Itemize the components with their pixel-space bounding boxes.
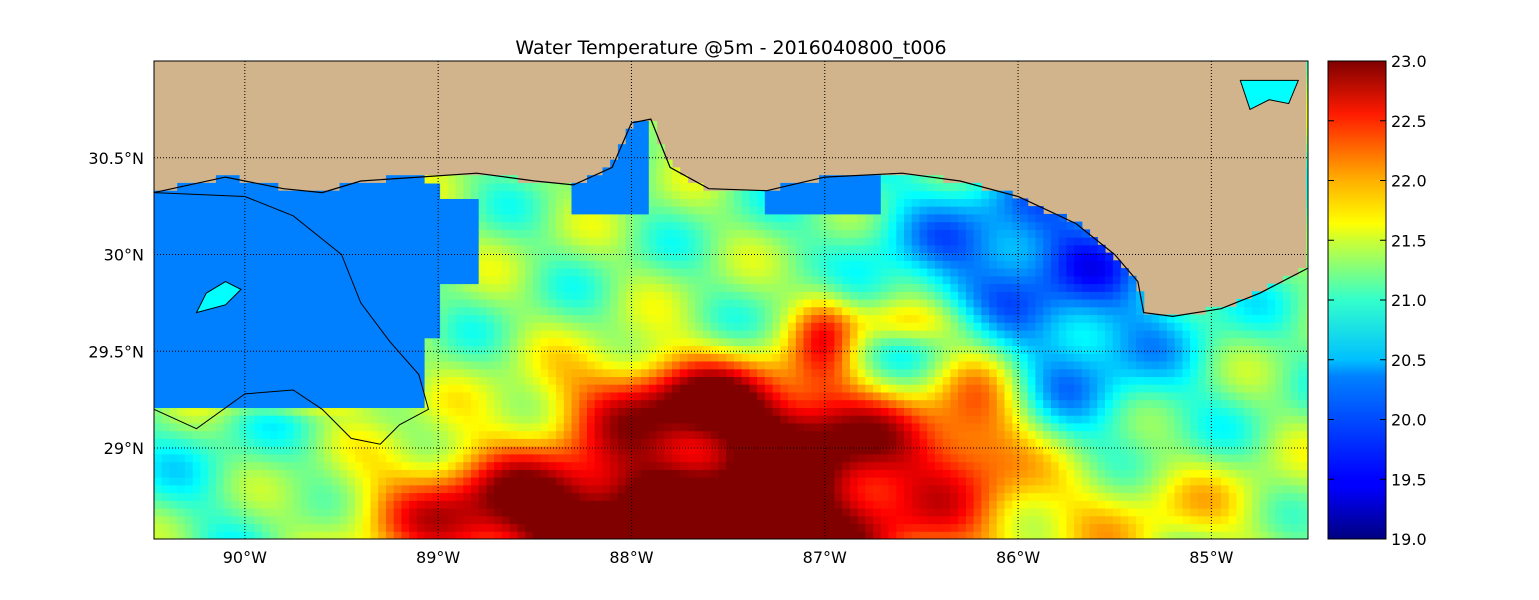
colorbar-tick-label: 20.0 — [1391, 411, 1427, 430]
colorbar: 19.0 19.5 20.0 20.5 21.0 21.5 22.0 22.5 23.0 — [1327, 52, 1427, 549]
longitude-labels: 90°W 89°W 88°W 87°W 86°W 85°W — [223, 548, 1234, 567]
temperature-field — [154, 61, 1308, 539]
colorbar-tick-label: 22.0 — [1391, 172, 1427, 191]
longitude-label: 87°W — [803, 548, 847, 567]
lake-2 — [1239, 79, 1300, 111]
colorbar-tick-label: 20.5 — [1391, 351, 1427, 370]
colorbar-tick-label: 23.0 — [1391, 52, 1427, 71]
latitude-label: 29.5°N — [88, 342, 144, 361]
colorbar-tick-label: 19.0 — [1391, 530, 1427, 549]
map-frame — [153, 60, 1309, 540]
colorbar-ticks: 19.0 19.5 20.0 20.5 21.0 21.5 22.0 22.5 23.0 — [1328, 52, 1427, 549]
colorbar-tick-label: 21.5 — [1391, 231, 1427, 250]
colorbar-tick-label: 22.5 — [1391, 112, 1427, 131]
chart-title: Water Temperature @5m - 2016040800_t006 — [515, 37, 946, 59]
graticule — [154, 61, 1308, 539]
delta-outline — [154, 192, 430, 445]
longitude-label: 85°W — [1189, 548, 1233, 567]
latitude-label: 30.5°N — [88, 149, 144, 168]
coastline — [154, 118, 1308, 318]
latitude-label: 29°N — [104, 439, 144, 458]
colorbar-tick-label: 19.5 — [1391, 470, 1427, 489]
lake-1 — [195, 281, 242, 314]
longitude-label: 90°W — [223, 548, 267, 567]
longitude-label: 88°W — [609, 548, 653, 567]
longitude-label: 89°W — [416, 548, 460, 567]
latitude-label: 30°N — [104, 246, 144, 265]
map-panel — [154, 61, 1308, 539]
colorbar-gradient — [1327, 60, 1387, 540]
coastline-layer — [154, 79, 1308, 445]
colorbar-tick-label: 21.0 — [1391, 291, 1427, 310]
latitude-labels: 30.5°N 30°N 29.5°N 29°N — [88, 149, 144, 458]
longitude-label: 86°W — [996, 548, 1040, 567]
